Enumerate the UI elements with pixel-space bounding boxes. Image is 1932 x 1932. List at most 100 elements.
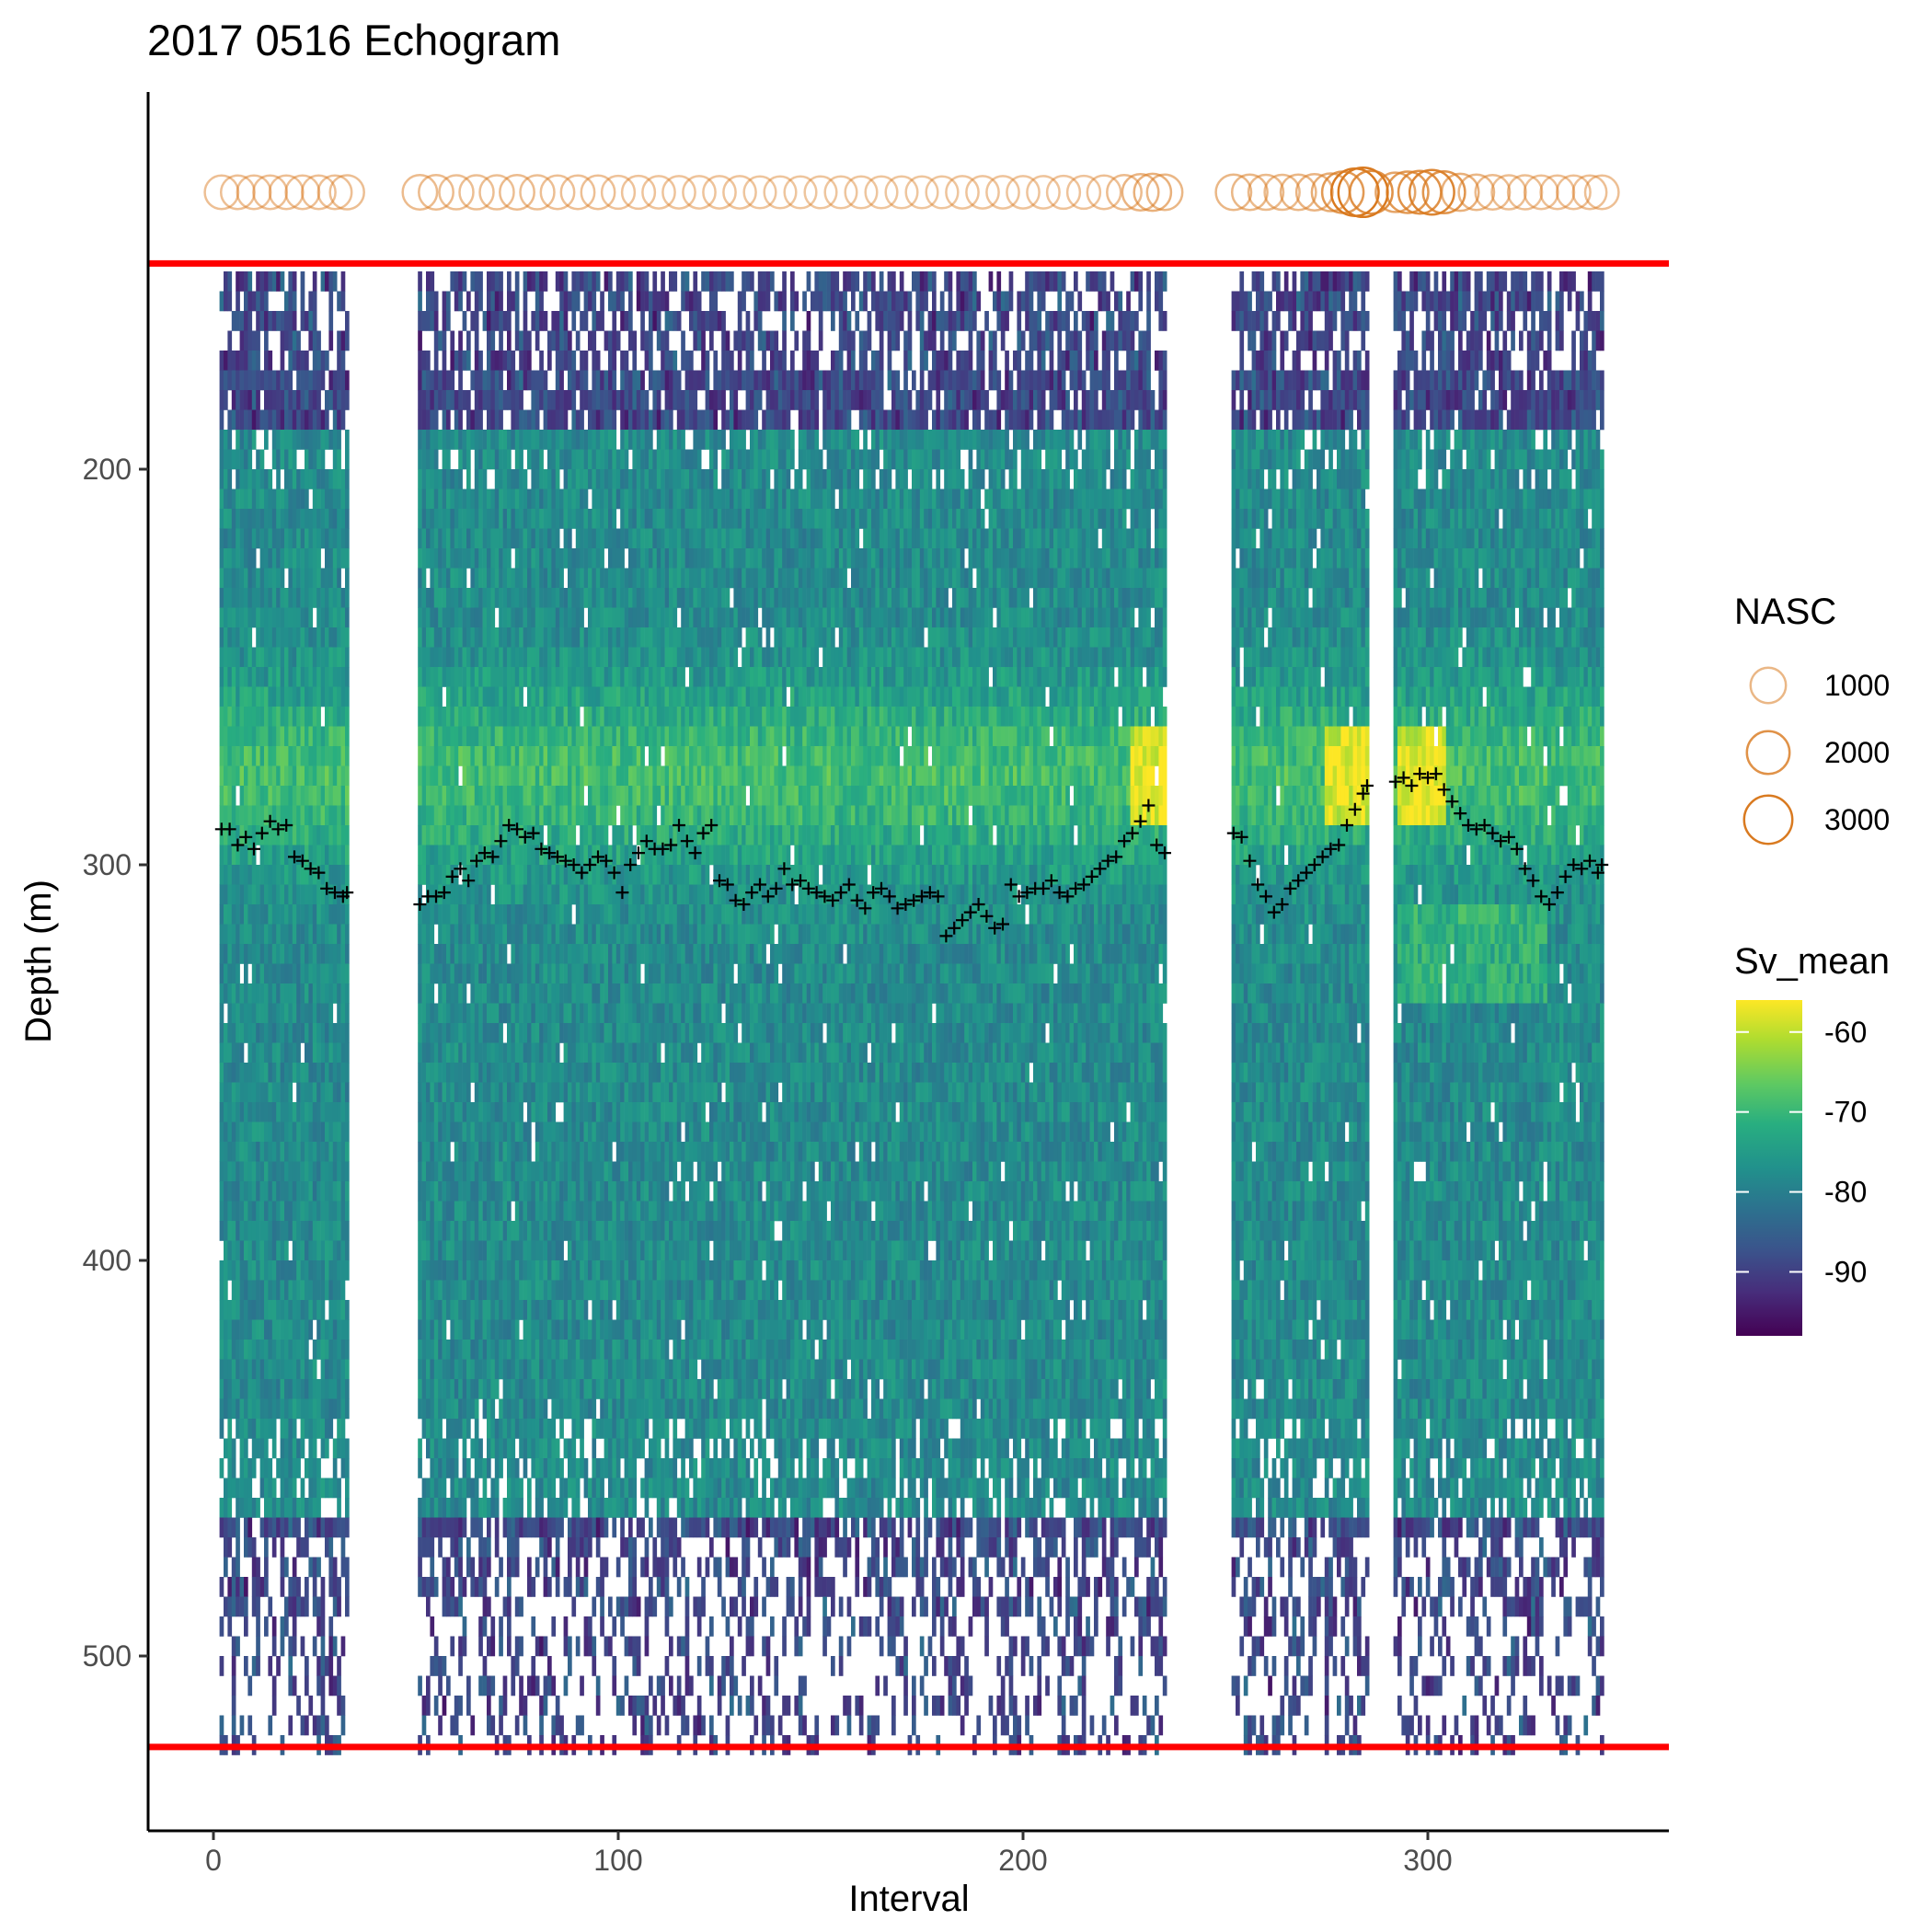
heatmap-cell <box>247 1715 253 1736</box>
heatmap-cell <box>502 1696 508 1716</box>
heatmap-cell <box>264 944 269 964</box>
heatmap-cell <box>559 607 564 628</box>
heatmap-cell <box>280 330 285 351</box>
heatmap-cell <box>259 924 265 945</box>
heatmap-cell <box>264 1359 269 1380</box>
heatmap-cell <box>531 627 536 648</box>
heatmap-cell <box>563 1340 569 1360</box>
heatmap-cell <box>251 430 257 450</box>
heatmap-cell <box>280 568 285 589</box>
heatmap-cell <box>551 707 557 727</box>
heatmap-cell <box>547 409 552 431</box>
heatmap-cell <box>555 765 560 787</box>
heatmap-cell <box>418 1201 422 1222</box>
heatmap-cell <box>499 1438 503 1459</box>
heatmap-cell <box>487 1161 491 1182</box>
heatmap-cell <box>345 390 350 410</box>
heatmap-cell <box>337 627 341 648</box>
heatmap-cell <box>571 1201 577 1222</box>
heatmap-cell <box>592 449 597 470</box>
heatmap-cell <box>514 409 520 431</box>
heatmap-cell <box>292 330 297 351</box>
heatmap-cell <box>478 667 483 687</box>
heatmap-cell <box>300 1142 305 1162</box>
heatmap-cell <box>583 1181 589 1202</box>
heatmap-cell <box>535 1300 540 1320</box>
heatmap-cell <box>551 588 557 608</box>
heatmap-cell <box>316 469 321 489</box>
heatmap-cell <box>264 351 269 371</box>
heatmap-cell <box>244 271 248 292</box>
heatmap-cell <box>308 825 314 845</box>
heatmap-cell <box>543 528 548 549</box>
heatmap-cell <box>568 1379 572 1399</box>
heatmap-cell <box>450 647 455 668</box>
heatmap-cell <box>316 1023 321 1043</box>
heatmap-cell <box>280 786 285 806</box>
heatmap-cell <box>236 1577 240 1597</box>
heatmap-cell <box>219 1142 224 1162</box>
heatmap-cell <box>264 1003 269 1024</box>
sv-mean-heatmap <box>219 271 1604 1755</box>
heatmap-cell <box>588 884 592 905</box>
heatmap-cell <box>227 1498 233 1518</box>
heatmap-cell <box>547 786 552 806</box>
heatmap-cell <box>300 786 305 806</box>
heatmap-cell <box>442 1379 447 1399</box>
heatmap-cell <box>325 1201 329 1222</box>
heatmap-cell <box>595 963 601 984</box>
heatmap-cell <box>450 1398 455 1420</box>
heatmap-cell <box>511 765 516 787</box>
heatmap-cell <box>251 825 257 845</box>
heatmap-cell <box>219 865 224 885</box>
heatmap-cell <box>271 805 277 826</box>
heatmap-cell <box>271 1636 277 1657</box>
heatmap-cell <box>592 351 597 371</box>
heatmap-cell <box>325 528 329 549</box>
heatmap-cell <box>288 963 293 984</box>
heatmap-cell <box>490 805 496 826</box>
heatmap-cell <box>507 271 512 292</box>
heatmap-cell <box>446 924 451 945</box>
heatmap-cell <box>583 627 589 648</box>
heatmap-cell <box>450 509 455 529</box>
heatmap-cell <box>236 1260 240 1281</box>
heatmap-cell <box>421 647 427 668</box>
heatmap-cell <box>236 1121 240 1143</box>
heatmap-cell <box>458 1260 463 1281</box>
heatmap-cell <box>316 1181 321 1202</box>
heatmap-cell <box>340 1280 346 1301</box>
heatmap-cell <box>474 1181 479 1202</box>
heatmap-cell <box>271 430 277 450</box>
heatmap-cell <box>300 291 305 312</box>
heatmap-cell <box>458 1696 463 1716</box>
heatmap-cell <box>239 1478 245 1499</box>
heatmap-cell <box>454 884 459 905</box>
heatmap-cell <box>236 1398 240 1420</box>
heatmap-cell <box>454 430 459 450</box>
heatmap-cell <box>450 1121 455 1143</box>
heatmap-cell <box>450 924 455 945</box>
heatmap-cell <box>543 489 548 510</box>
heatmap-cell <box>450 489 455 510</box>
heatmap-cell <box>292 1221 297 1241</box>
heatmap-cell <box>300 1715 305 1736</box>
heatmap-cell <box>511 746 516 766</box>
heatmap-cell <box>563 667 569 687</box>
heatmap-cell <box>268 726 273 747</box>
heatmap-cell <box>575 588 581 608</box>
heatmap-cell <box>511 963 516 984</box>
heatmap-cell <box>535 1478 540 1499</box>
heatmap-cell <box>296 1142 301 1162</box>
heatmap-cell <box>583 1398 589 1420</box>
heatmap-cell <box>446 647 451 668</box>
heatmap-cell <box>519 1201 523 1222</box>
heatmap-cell <box>247 311 253 331</box>
heatmap-cell <box>514 1596 520 1617</box>
heatmap-cell <box>462 430 467 450</box>
heatmap-cell <box>259 1478 265 1499</box>
heatmap-cell <box>519 1517 523 1538</box>
heatmap-cell <box>454 1161 459 1182</box>
heatmap-cell <box>563 924 569 945</box>
heatmap-cell <box>502 983 508 1004</box>
